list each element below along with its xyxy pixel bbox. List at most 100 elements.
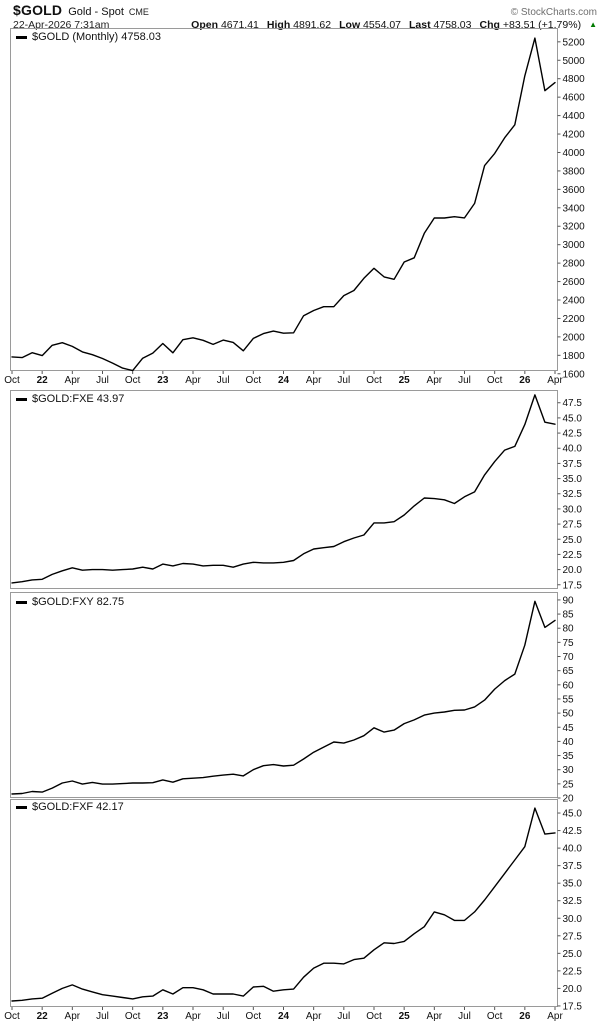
y-tick-label: 1800 [563,351,586,362]
x-tick-label: Apr [185,375,201,386]
y-tick-label: 40.0 [563,844,583,855]
x-tick-label: Apr [547,375,563,386]
x-tick-label: Apr [306,375,322,386]
x-tick-label: Jul [217,375,230,386]
panel-border [10,390,558,589]
x-tick-label: 23 [157,375,169,386]
y-tick-label: 2600 [563,277,586,288]
y-tick-label: 22.5 [563,966,583,977]
y-tick-label: 17.5 [563,580,583,591]
x-tick-label: Jul [217,1011,230,1022]
y-tick-label: 17.5 [563,1001,583,1012]
x-tick-label: Apr [185,1011,201,1022]
x-tick-label: 24 [278,375,290,386]
x-tick-label: Oct [366,1011,382,1022]
y-tick-label: 4000 [563,148,586,159]
instrument-name: Gold - Spot [68,6,124,18]
panel4-legend: $GOLD:FXF 42.17 [16,801,124,813]
y-tick-label: 65 [563,666,575,677]
y-tick-label: 2800 [563,259,586,270]
price-line [11,600,556,795]
y-tick-label: 22.5 [563,550,583,561]
x-tick-label: Oct [4,1011,20,1022]
x-tick-label: Oct [487,375,503,386]
y-tick-label: 75 [563,638,575,649]
x-tick-label: Apr [427,1011,443,1022]
y-tick-label: 20 [563,794,575,805]
y-tick-label: 35.0 [563,879,583,890]
x-tick-label: Apr [65,375,81,386]
panel-border [10,28,558,371]
y-tick-label: 27.5 [563,520,583,531]
y-tick-label: 55 [563,694,575,705]
y-tick-label: 25.0 [563,535,583,546]
line-swatch-icon [16,35,27,39]
exchange-label: CME [128,7,149,17]
x-tick-label: Oct [487,1011,503,1022]
y-tick-label: 35.0 [563,474,583,485]
y-tick-label: 20.0 [563,565,583,576]
x-tick-label: Oct [4,375,20,386]
y-tick-label: 3200 [563,222,586,233]
y-tick-label: 30.0 [563,914,583,925]
ticker-symbol: $GOLD [13,2,63,18]
y-tick-label: 25 [563,779,575,790]
price-line [11,394,556,584]
x-tick-label: Jul [337,375,350,386]
x-tick-label: 22 [37,1011,49,1022]
y-tick-label: 3400 [563,203,586,214]
header-title-row: $GOLD Gold - Spot CME © StockCharts.com [0,0,603,18]
copyright-label: © StockCharts.com [510,7,597,18]
y-tick-label: 50 [563,709,575,720]
y-tick-label: 45.0 [563,413,583,424]
y-tick-label: 20.0 [563,984,583,995]
x-tick-label: 25 [399,1011,411,1022]
panel2-legend: $GOLD:FXE 43.97 [16,393,124,405]
x-tick-label: 25 [399,375,411,386]
x-tick-label: Jul [337,1011,350,1022]
y-tick-label: 60 [563,680,575,691]
y-tick-label: 2000 [563,332,586,343]
x-tick-label: 24 [278,1011,290,1022]
x-tick-label: Oct [125,375,141,386]
y-tick-label: 3600 [563,185,586,196]
x-tick-label: Apr [547,1011,563,1022]
x-tick-label: Oct [246,375,262,386]
x-tick-label: Jul [458,1011,471,1022]
x-tick-label: Oct [246,1011,262,1022]
y-tick-label: 47.5 [563,398,583,409]
y-tick-label: 27.5 [563,931,583,942]
panel-border [10,799,558,1007]
y-tick-label: 3000 [563,240,586,251]
x-tick-label: Apr [306,1011,322,1022]
panel2-legend-text: $GOLD:FXE 43.97 [32,393,125,405]
panel3-legend: $GOLD:FXY 82.75 [16,596,124,608]
y-tick-label: 3800 [563,166,586,177]
x-tick-label: 23 [157,1011,169,1022]
y-tick-label: 25.0 [563,949,583,960]
y-tick-label: 32.5 [563,489,583,500]
y-tick-label: 35 [563,751,575,762]
y-tick-label: 5200 [563,37,586,48]
y-tick-label: 4800 [563,74,586,85]
y-tick-label: 80 [563,624,575,635]
y-tick-label: 2200 [563,314,586,325]
y-tick-label: 2400 [563,296,586,307]
panel-border [10,592,558,798]
panel4-legend-text: $GOLD:FXF 42.17 [32,801,124,813]
x-tick-label: Oct [125,1011,141,1022]
x-tick-label: Jul [458,375,471,386]
x-tick-label: 26 [519,1011,531,1022]
x-tick-label: Apr [427,375,443,386]
panel1-legend-text: $GOLD (Monthly) 4758.03 [32,31,162,43]
change-up-arrow-icon: ▲ [589,20,597,29]
panel1-legend: $GOLD (Monthly) 4758.03 [16,31,161,43]
panel3-legend-text: $GOLD:FXY 82.75 [32,596,125,608]
y-tick-label: 32.5 [563,896,583,907]
y-tick-label: 45 [563,723,575,734]
y-tick-label: 40 [563,737,575,748]
x-tick-label: 22 [37,375,49,386]
x-tick-label: Jul [96,1011,109,1022]
